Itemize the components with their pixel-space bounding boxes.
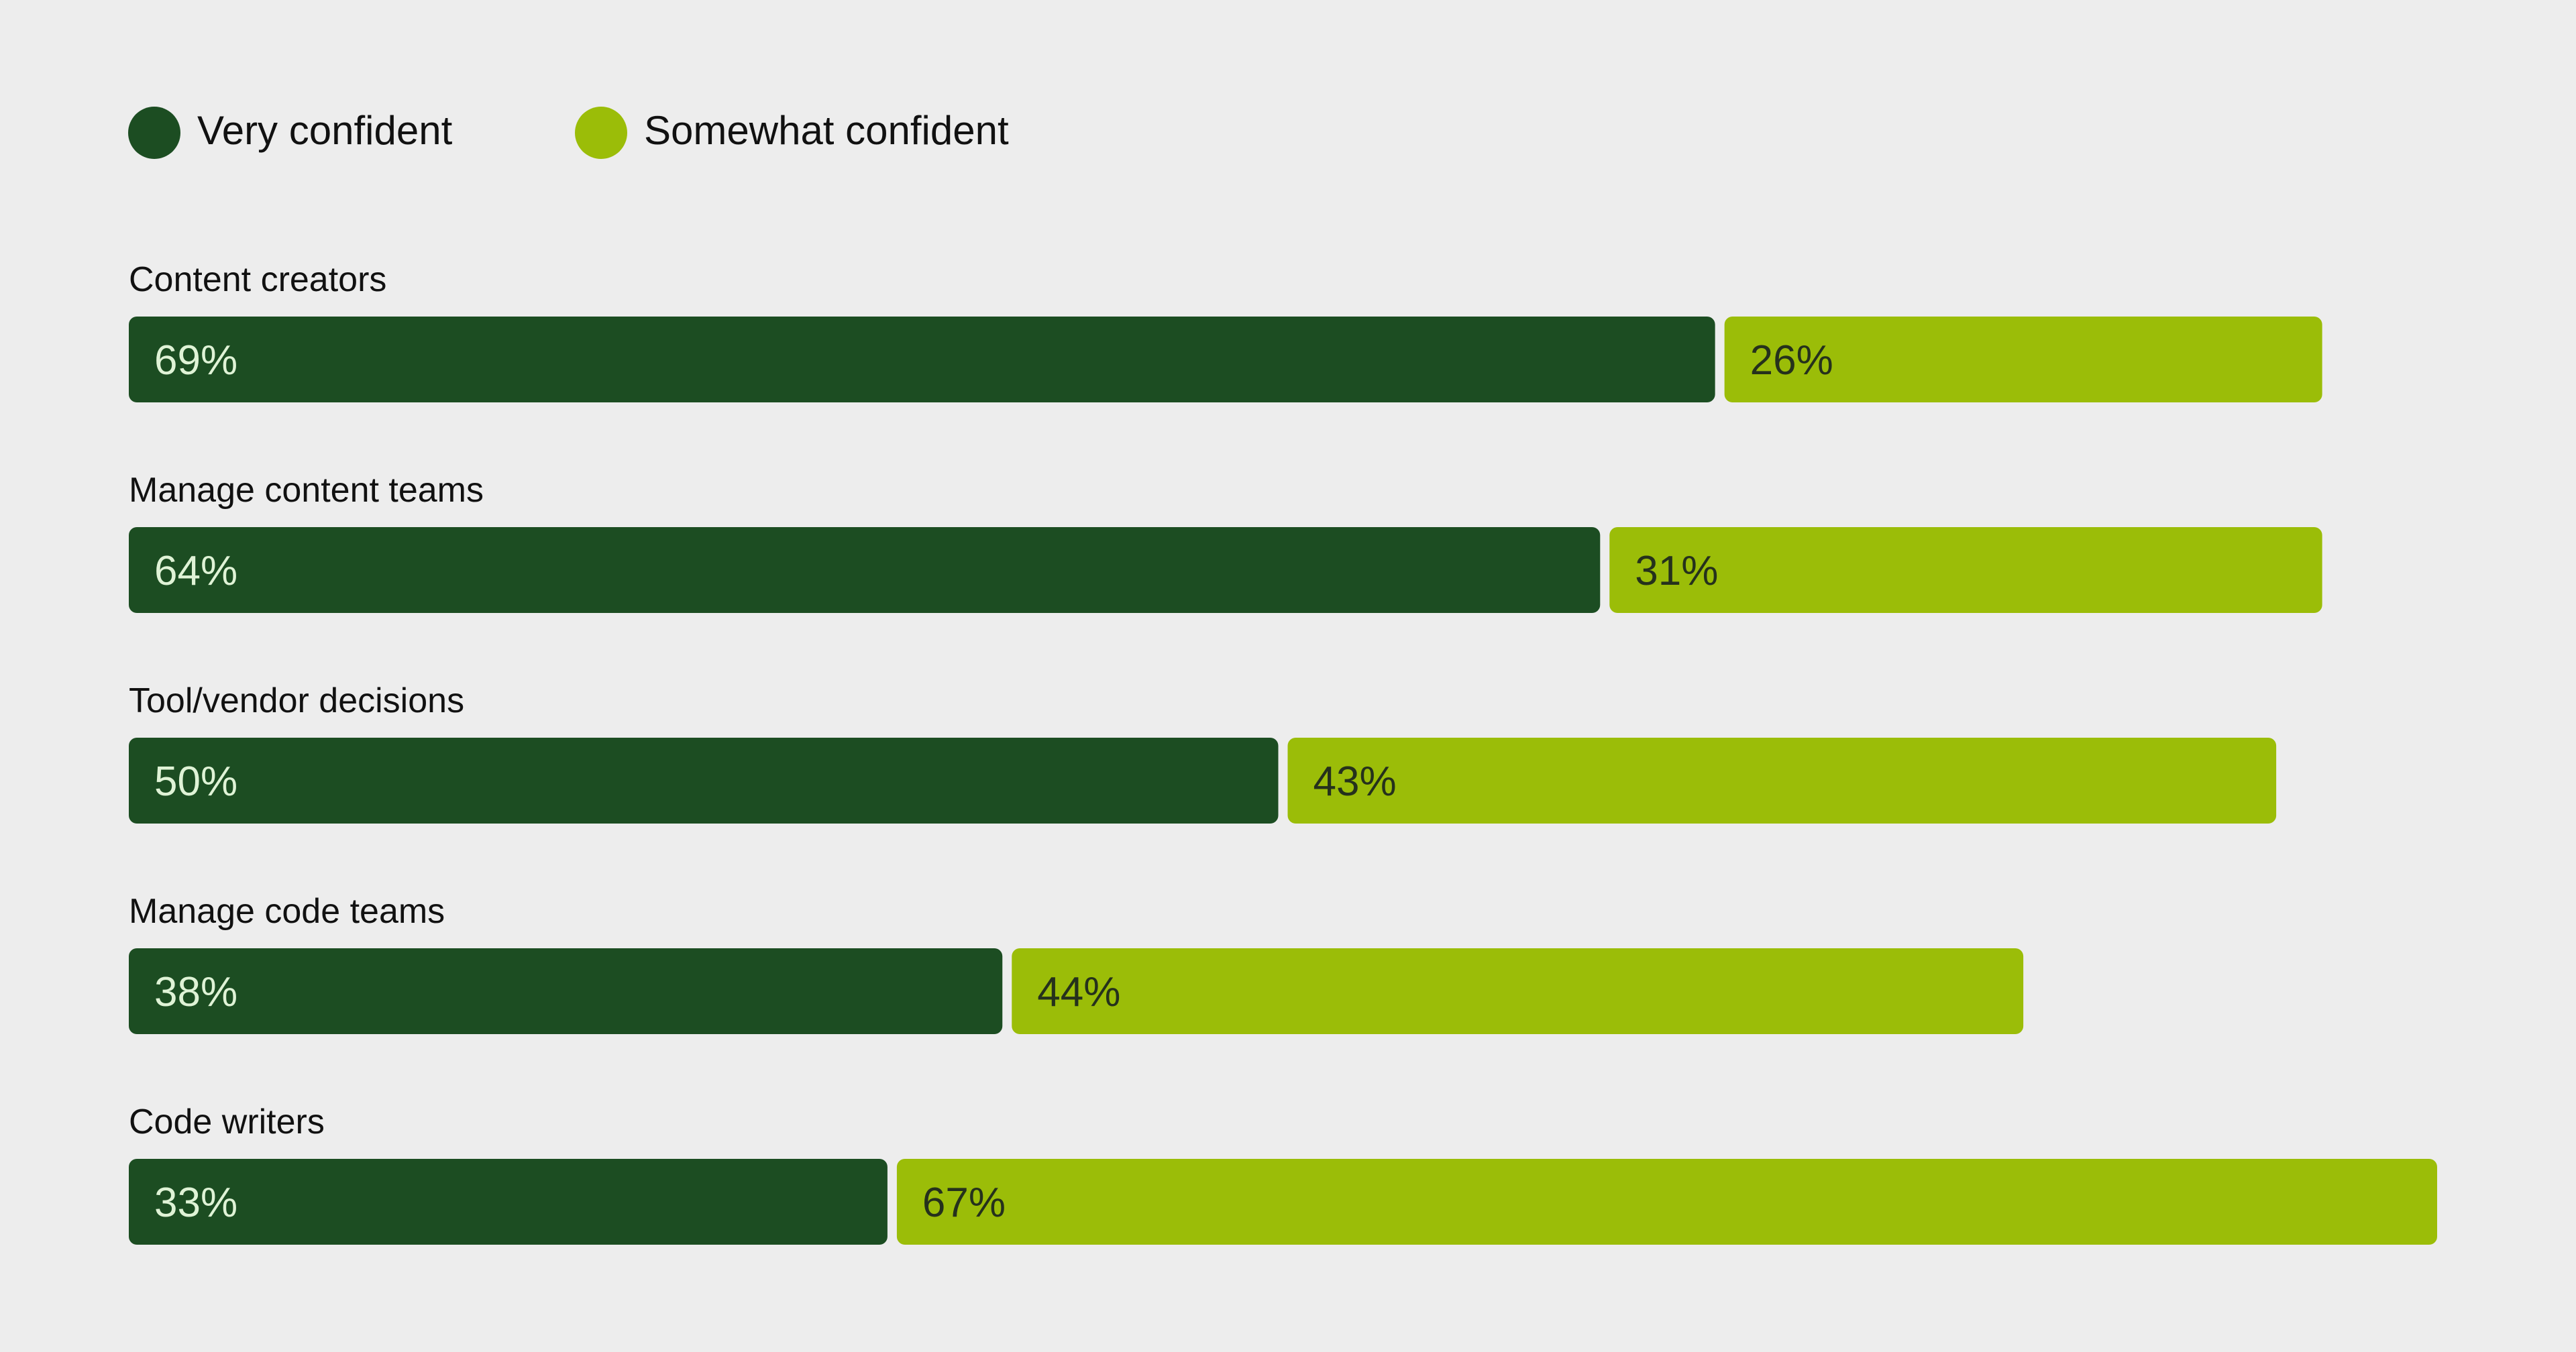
category-label: Tool/vendor decisions bbox=[129, 681, 464, 720]
bar-somewhat-confident bbox=[896, 1159, 2437, 1245]
bar-row: Manage content teams 64% 31% bbox=[129, 471, 2322, 613]
bar-row: Code writers 33% 67% bbox=[129, 1103, 2437, 1245]
bar-row: Tool/vendor decisions 50% 43% bbox=[129, 681, 2277, 824]
value-label: 26% bbox=[1750, 337, 1833, 384]
category-label: Manage code teams bbox=[129, 892, 445, 931]
bar-somewhat-confident bbox=[1609, 527, 2322, 613]
value-label: 67% bbox=[922, 1180, 1006, 1226]
bar-row: Content creators 69% 26% bbox=[129, 260, 2322, 402]
legend-label: Very confident bbox=[197, 108, 453, 153]
category-label: Manage content teams bbox=[129, 471, 484, 510]
value-label: 50% bbox=[154, 758, 237, 805]
category-label: Content creators bbox=[129, 260, 386, 299]
value-label: 31% bbox=[1635, 548, 1718, 594]
legend-item: Somewhat confident bbox=[575, 107, 1009, 159]
legend-item: Very confident bbox=[128, 107, 453, 159]
bar-somewhat-confident bbox=[1724, 317, 2322, 402]
bar-very-confident bbox=[129, 948, 1003, 1034]
value-label: 44% bbox=[1037, 969, 1120, 1015]
legend-label: Somewhat confident bbox=[644, 108, 1009, 153]
bar-very-confident bbox=[129, 527, 1601, 613]
legend-swatch bbox=[575, 107, 627, 159]
value-label: 38% bbox=[154, 969, 237, 1015]
value-label: 43% bbox=[1313, 758, 1397, 805]
bar-very-confident bbox=[129, 1159, 888, 1245]
bar-row: Manage code teams 38% 44% bbox=[129, 892, 2024, 1034]
category-label: Code writers bbox=[129, 1103, 325, 1141]
bar-somewhat-confident bbox=[1012, 948, 2024, 1034]
bar-somewhat-confident bbox=[1287, 738, 2277, 824]
chart-rows: Content creators 69% 26% Manage content tea… bbox=[129, 260, 2437, 1245]
chart-legend: Very confident Somewhat confident bbox=[128, 107, 1009, 159]
value-label: 64% bbox=[154, 548, 237, 594]
value-label: 69% bbox=[154, 337, 237, 384]
value-label: 33% bbox=[154, 1180, 237, 1226]
bar-very-confident bbox=[129, 738, 1279, 824]
legend-swatch bbox=[128, 107, 180, 159]
bar-very-confident bbox=[129, 317, 1715, 402]
